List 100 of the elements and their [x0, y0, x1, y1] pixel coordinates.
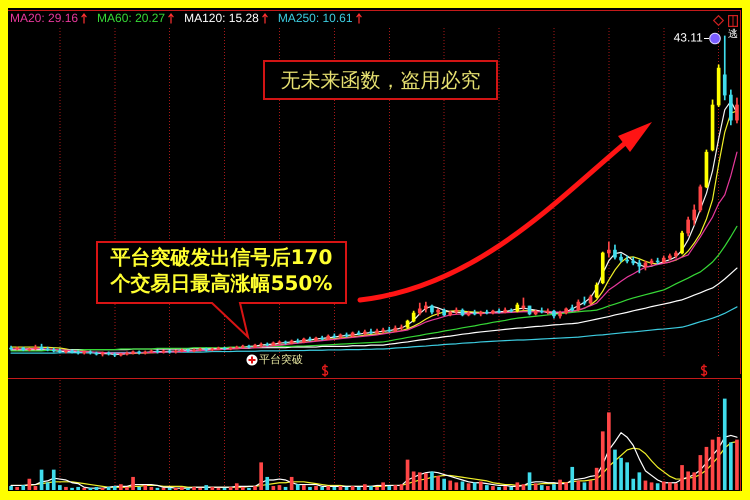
bar	[540, 485, 544, 490]
bar	[564, 482, 568, 490]
bar	[644, 480, 648, 490]
bar	[638, 472, 642, 490]
bar	[454, 482, 458, 490]
bar	[284, 486, 288, 490]
bar	[241, 486, 245, 490]
bar	[698, 455, 702, 490]
annotation: 平台突破发出信号后170 个交易日最高涨幅550%	[109, 244, 334, 297]
bar	[625, 462, 629, 490]
bar	[466, 483, 470, 490]
bar	[558, 480, 562, 490]
bar	[296, 484, 300, 490]
bar	[546, 486, 550, 490]
bar	[600, 431, 605, 490]
bar	[338, 486, 342, 490]
bar	[143, 485, 148, 490]
bar	[314, 486, 318, 490]
text: MA120: 15.28	[184, 11, 259, 25]
bar	[28, 478, 32, 490]
bar	[15, 486, 19, 490]
bar	[722, 398, 727, 490]
bar	[326, 486, 330, 490]
text: MA20: 29.16	[10, 11, 78, 25]
bar	[656, 483, 660, 490]
bar	[716, 436, 720, 490]
candlestick	[582, 296, 586, 306]
bar	[363, 484, 367, 490]
bar	[137, 486, 141, 490]
annotation: 平台突破	[259, 353, 303, 366]
bar	[460, 481, 464, 490]
bar	[302, 485, 306, 490]
bar	[308, 486, 312, 490]
bar	[424, 473, 428, 490]
bar	[76, 486, 80, 490]
bar	[192, 486, 196, 490]
bar	[528, 472, 532, 490]
bar	[534, 483, 538, 490]
bar	[356, 486, 361, 490]
bar	[570, 466, 574, 490]
bar	[650, 482, 654, 490]
annotation: 无未来函数，盗用必究	[263, 60, 498, 100]
bar	[228, 486, 232, 490]
bar	[516, 482, 520, 490]
bar	[430, 471, 434, 490]
bar	[9, 486, 13, 490]
text: MA60: 20.27	[97, 11, 166, 25]
bar	[46, 482, 50, 490]
bar	[442, 478, 446, 490]
bar	[332, 486, 336, 490]
bar	[106, 486, 110, 490]
bar	[674, 483, 678, 490]
bar	[290, 476, 294, 490]
bar	[594, 468, 598, 490]
bar	[150, 486, 154, 490]
bar	[320, 486, 324, 490]
bar	[472, 482, 476, 490]
bar	[400, 484, 404, 490]
bar	[259, 462, 263, 490]
bar	[485, 485, 489, 490]
bar	[265, 476, 270, 490]
bar	[125, 486, 129, 490]
bar	[631, 478, 636, 490]
bar	[112, 486, 117, 490]
bar	[344, 486, 348, 490]
bar	[253, 486, 257, 490]
bar	[729, 442, 733, 490]
annotation: 43.11	[674, 30, 703, 44]
bar	[387, 486, 392, 490]
bar	[686, 471, 690, 490]
bar	[582, 482, 586, 490]
annotation: 逃	[728, 29, 738, 40]
bar	[418, 472, 422, 490]
bar	[278, 485, 282, 490]
bar	[680, 465, 684, 490]
bar	[64, 486, 68, 490]
bar	[503, 486, 507, 490]
bar	[40, 470, 44, 490]
bar	[668, 482, 672, 490]
bar	[21, 485, 26, 490]
bar	[58, 485, 62, 490]
bar	[406, 460, 410, 490]
bar	[131, 476, 135, 490]
candlestick	[522, 298, 526, 310]
bar	[34, 486, 38, 490]
bar	[497, 486, 501, 490]
bar	[381, 482, 385, 490]
text: MA250: 10.61	[278, 11, 353, 25]
bar	[234, 483, 239, 490]
bar	[704, 446, 708, 490]
bar	[180, 486, 184, 490]
bar	[210, 486, 214, 490]
bar	[412, 471, 416, 490]
bar	[552, 484, 556, 490]
bar	[619, 458, 623, 490]
bar	[522, 484, 526, 490]
bar	[448, 480, 452, 490]
bar	[662, 481, 666, 490]
bar	[613, 450, 617, 490]
bar	[509, 486, 514, 490]
